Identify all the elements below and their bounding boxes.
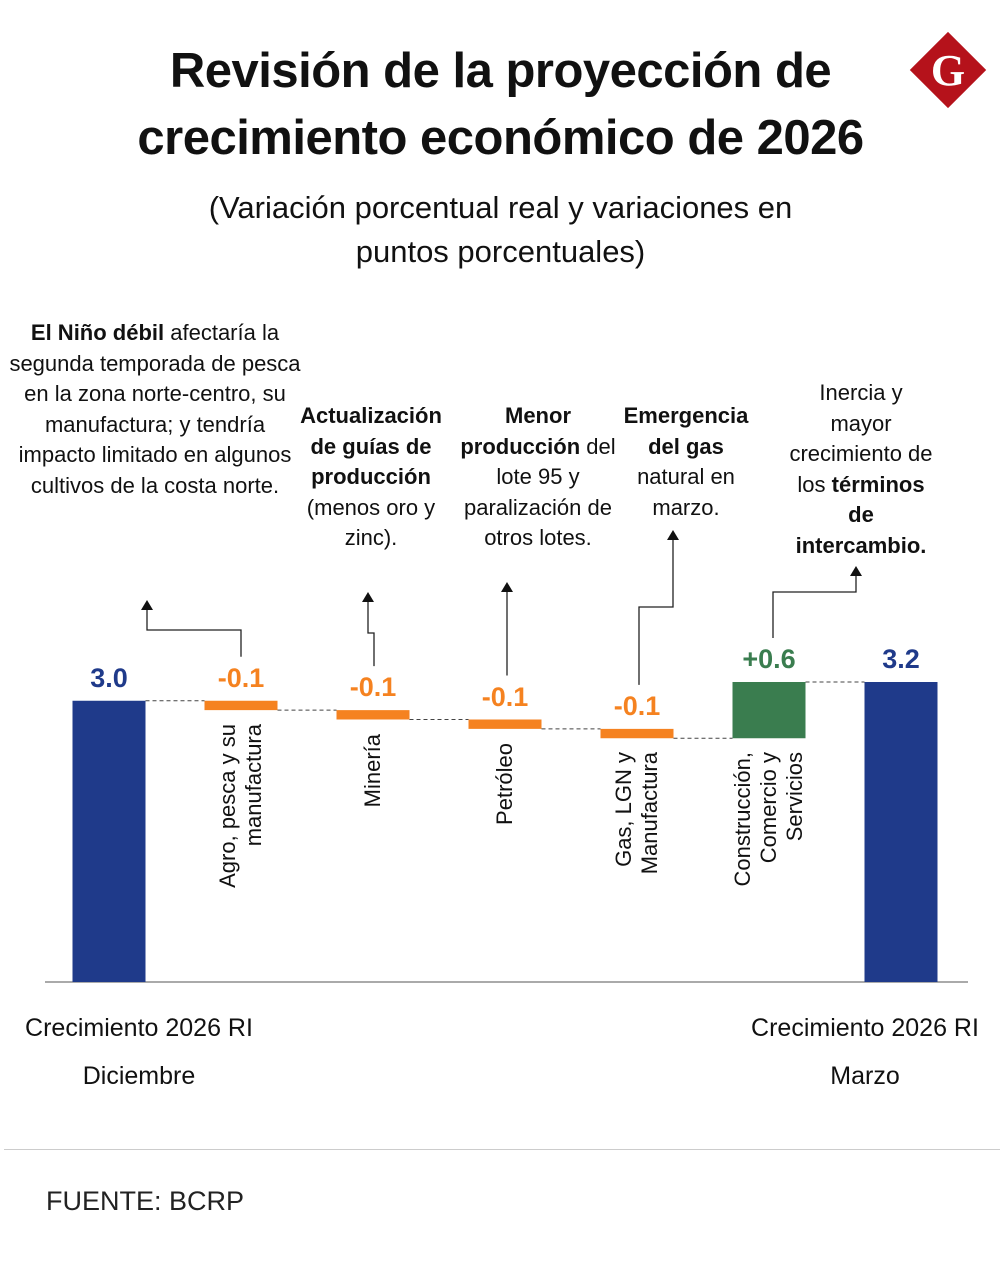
annotation-text: términos de intercambio. bbox=[795, 471, 927, 558]
arrowhead bbox=[141, 600, 153, 610]
annotation: Menor producción del lote 95 y paralizac… bbox=[453, 401, 623, 554]
arrowhead bbox=[501, 582, 513, 592]
x-tick-label: Minería bbox=[360, 733, 385, 807]
chart-subtitle: (Variación porcentual real y variaciones… bbox=[208, 190, 793, 269]
bar bbox=[72, 700, 146, 982]
annotation-text: (menos oro y zinc). bbox=[306, 494, 436, 551]
annotation-text: Emergencia del gas bbox=[623, 403, 749, 459]
source: FUENTE: BCRP bbox=[46, 1186, 245, 1216]
x-tick-label: Crecimiento 2026 RI Diciembre bbox=[25, 1014, 253, 1090]
annotation: Actualización de guías de producción (me… bbox=[296, 401, 446, 554]
annotation: Emergencia del gas natural en marzo. bbox=[616, 401, 756, 523]
annotation-text: Menor producción bbox=[460, 403, 581, 459]
value-label: -0.1 bbox=[217, 662, 265, 693]
arrowhead bbox=[850, 566, 862, 576]
value-label: -0.1 bbox=[349, 672, 397, 703]
x-tick-label: Agro, pesca y su manufactura bbox=[215, 724, 266, 888]
value-label: +0.6 bbox=[742, 644, 796, 674]
bar bbox=[864, 682, 938, 982]
x-tick-label: Crecimiento 2026 RI Marzo bbox=[751, 1014, 979, 1090]
separator bbox=[4, 1149, 1000, 1150]
value-label: -0.1 bbox=[481, 681, 529, 712]
arrowhead bbox=[667, 530, 679, 540]
x-tick-label: Petróleo bbox=[492, 742, 517, 825]
annotation-text: Inercia y mayor crecimiento de los bbox=[789, 380, 933, 497]
annotation-leader bbox=[367, 600, 375, 667]
annotation-text: del lote 95 y paralización de otros lote… bbox=[464, 433, 616, 551]
annotation-text: afectaría la segunda temporada de pesca … bbox=[9, 320, 301, 498]
bar bbox=[336, 710, 410, 720]
bar bbox=[204, 700, 278, 711]
logo: G bbox=[930, 46, 966, 95]
arrowhead bbox=[362, 592, 374, 602]
value-label: 3.2 bbox=[882, 644, 920, 674]
annotation: El Niño débil afectaría la segunda tempo… bbox=[5, 318, 305, 501]
bar bbox=[600, 728, 674, 739]
value-label: -0.1 bbox=[613, 690, 661, 721]
annotation-leader bbox=[772, 574, 857, 638]
x-tick-label: Gas, LGN y Manufactura bbox=[611, 752, 662, 875]
value-label: 3.0 bbox=[90, 662, 128, 693]
annotation: Inercia y mayor crecimiento de los térmi… bbox=[786, 378, 936, 561]
bar bbox=[732, 682, 806, 739]
annotation-leader bbox=[638, 538, 674, 685]
annotation-text: natural en marzo. bbox=[637, 464, 735, 520]
x-tick-label: Construcción, Comercio y Servicios bbox=[730, 752, 807, 887]
annotation-text: Actualización de guías de producción bbox=[300, 403, 442, 489]
bar bbox=[468, 719, 542, 729]
annotation-text: El Niño débil bbox=[30, 320, 165, 345]
chart-title: Revisión de la proyección de crecimiento… bbox=[137, 44, 864, 165]
annotation-leader bbox=[146, 608, 242, 657]
